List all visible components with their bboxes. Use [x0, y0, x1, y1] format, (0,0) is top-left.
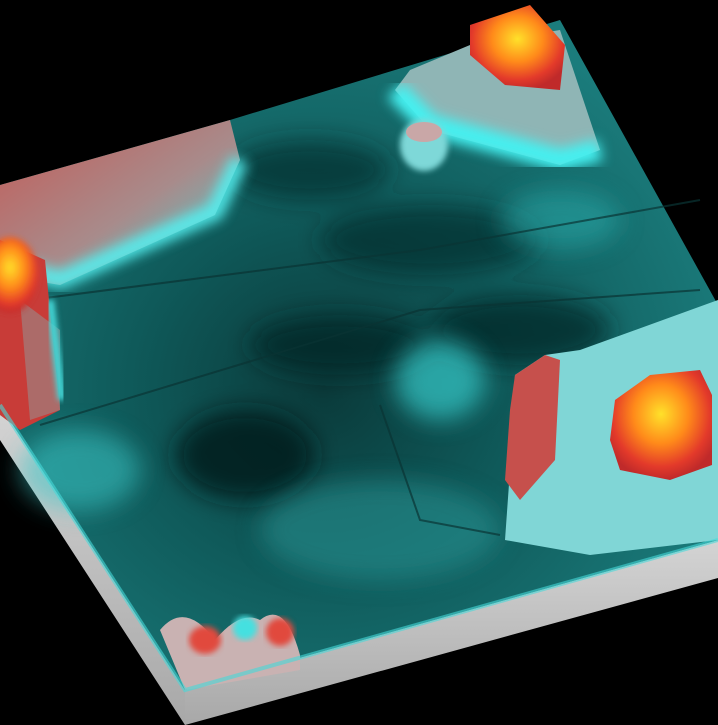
valley-shadows	[175, 140, 610, 500]
front-edge-rim	[0, 403, 718, 693]
left-peak	[0, 237, 38, 313]
terrace-lines	[29, 199, 701, 536]
valley-highlights	[20, 190, 620, 580]
top-right-plateau	[387, 5, 603, 172]
front-edge-bumps	[160, 614, 300, 690]
central-bump	[400, 119, 448, 171]
right-plateau	[505, 300, 718, 555]
base-slab-front-side	[185, 540, 718, 725]
